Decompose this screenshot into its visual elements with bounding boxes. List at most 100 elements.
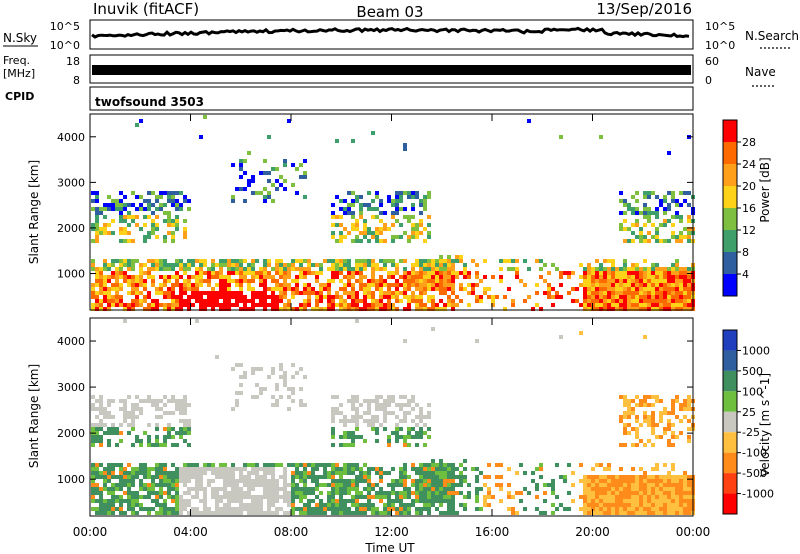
range-gate-cell: [643, 471, 647, 475]
range-gate-cell: [367, 291, 371, 295]
range-gate-cell: [631, 295, 635, 299]
range-gate-cell: [351, 467, 355, 471]
range-gate-cell: [451, 467, 455, 471]
range-gate-cell: [591, 283, 595, 287]
colorbar-tick-label: -100: [742, 447, 767, 460]
range-gate-cell: [411, 395, 415, 399]
range-gate-cell: [627, 295, 631, 299]
range-gate-cell: [587, 287, 591, 291]
range-gate-cell: [651, 503, 655, 507]
range-gate-cell: [315, 299, 319, 303]
range-gate-cell: [195, 511, 199, 515]
range-gate-cell: [443, 259, 447, 263]
range-gate-cell: [271, 479, 275, 483]
range-gate-cell: [331, 495, 335, 499]
range-gate-cell: [607, 303, 611, 307]
range-gate-cell: [139, 479, 143, 483]
range-gate-cell: [639, 279, 643, 283]
range-gate-cell: [631, 507, 635, 511]
range-gate-cell: [591, 291, 595, 295]
range-gate-cell: [383, 415, 387, 419]
range-gate-cell: [103, 295, 107, 299]
range-gate-cell: [591, 279, 595, 283]
range-gate-cell: [407, 215, 411, 219]
range-gate-cell: [667, 307, 671, 311]
range-gate-cell: [639, 295, 643, 299]
range-gate-cell: [107, 475, 111, 479]
range-gate-cell: [423, 263, 427, 267]
range-gate-cell: [415, 191, 419, 195]
range-gate-cell: [291, 307, 295, 311]
range-gate-cell: [143, 235, 147, 239]
range-gate-cell: [595, 491, 599, 495]
range-gate-cell: [259, 291, 263, 295]
range-gate-cell: [295, 507, 299, 511]
range-gate-cell: [595, 463, 599, 467]
range-gate-cell: [423, 275, 427, 279]
range-gate-cell: [403, 507, 407, 511]
range-gate-cell: [351, 435, 355, 439]
range-gate-cell: [263, 491, 267, 495]
range-gate-cell: [399, 511, 403, 515]
range-gate-cell: [163, 471, 167, 475]
range-gate-cell: [99, 403, 103, 407]
range-gate-cell: [135, 303, 139, 307]
range-gate-cell: [303, 259, 307, 263]
range-gate-cell: [443, 499, 447, 503]
range-gate-cell: [91, 483, 95, 487]
range-gate-cell: [539, 463, 543, 467]
range-gate-cell: [667, 507, 671, 511]
range-gate-cell: [247, 263, 251, 267]
range-gate-cell: [651, 267, 655, 271]
range-gate-cell: [331, 411, 335, 415]
range-gate-cell: [355, 235, 359, 239]
range-gate-cell: [623, 299, 627, 303]
range-gate-cell: [623, 287, 627, 291]
range-gate-cell: [667, 503, 671, 507]
range-gate-cell: [635, 275, 639, 279]
range-gate-cell: [119, 471, 123, 475]
range-gate-cell: [643, 291, 647, 295]
range-gate-cell: [639, 495, 643, 499]
range-gate-cell: [387, 275, 391, 279]
range-gate-cell: [99, 419, 103, 423]
range-gate-cell: [655, 231, 659, 235]
range-gate-cell: [95, 511, 99, 515]
range-gate-cell: [419, 419, 423, 423]
range-gate-cell: [643, 203, 647, 207]
station-title: Inuvik (fitACF): [93, 0, 199, 18]
range-gate-cell: [199, 259, 203, 263]
range-gate-cell: [107, 303, 111, 307]
range-gate-cell: [599, 463, 603, 467]
range-gate-cell: [199, 275, 203, 279]
range-gate-cell: [687, 239, 691, 243]
range-gate-cell: [295, 471, 299, 475]
range-gate-cell: [211, 487, 215, 491]
range-gate-cell: [671, 271, 675, 275]
range-gate-cell: [395, 499, 399, 503]
range-gate-cell: [163, 475, 167, 479]
range-gate-cell: [291, 375, 295, 379]
range-gate-cell: [167, 223, 171, 227]
range-gate-cell: [643, 259, 647, 263]
range-gate-cell: [375, 471, 379, 475]
range-gate-cell: [163, 291, 167, 295]
range-gate-cell: [239, 175, 243, 179]
range-gate-cell: [271, 475, 275, 479]
range-gate-cell: [307, 491, 311, 495]
range-gate-cell: [163, 219, 167, 223]
range-gate-cell: [379, 395, 383, 399]
range-gate-cell: [607, 511, 611, 515]
range-gate-cell: [675, 203, 679, 207]
range-gate-cell: [147, 259, 151, 263]
range-gate-cell: [131, 191, 135, 195]
nave-tick-top: 60: [705, 55, 719, 68]
range-gate-cell: [331, 215, 335, 219]
range-gate-cell: [239, 267, 243, 271]
range-gate-cell: [623, 511, 627, 515]
range-gate-cell: [343, 491, 347, 495]
range-gate-cell: [383, 403, 387, 407]
range-gate-cell: [403, 443, 407, 447]
range-gate-cell: [343, 263, 347, 267]
range-gate-cell: [191, 283, 195, 287]
